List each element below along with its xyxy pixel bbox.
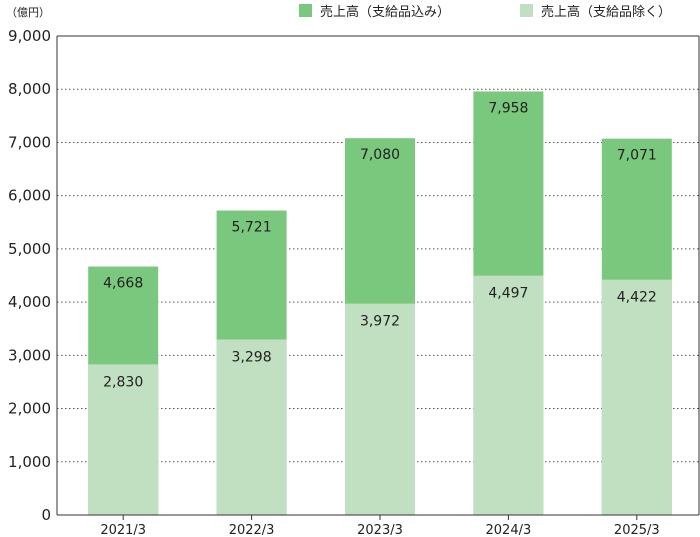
bar-excluding [473, 275, 544, 515]
bars [88, 91, 672, 516]
data-label-total: 7,071 [617, 148, 657, 164]
bar-excluding [216, 339, 287, 515]
legend: 売上高（支給品込み） 売上高（支給品除く） [299, 4, 671, 20]
x-tick-label: 2024/3 [486, 523, 532, 537]
y-tick-label: 2,000 [8, 400, 51, 418]
y-tick-label: 9,000 [8, 27, 51, 45]
data-label-excluding: 4,497 [488, 286, 528, 302]
data-label-excluding: 4,422 [617, 290, 657, 306]
unit-label: （億円） [6, 6, 50, 19]
y-tick-label: 3,000 [8, 346, 51, 364]
data-label-excluding: 2,830 [103, 374, 143, 390]
y-axis: 0 1,000 2,000 3,000 4,000 5,000 6,000 7,000 8,00… [8, 27, 58, 524]
data-labels: 4,668 2,830 5,721 3,298 7,080 3,972 7,958 4,497… [103, 100, 657, 390]
y-tick-label: 0 [41, 506, 51, 524]
legend-label-0: 売上高（支給品込み） [320, 4, 450, 20]
y-tick-label: 8,000 [8, 80, 51, 98]
y-tick-label: 1,000 [8, 453, 51, 471]
y-tick-label: 4,000 [8, 293, 51, 311]
data-label-total: 4,668 [103, 276, 143, 292]
data-label-total: 5,721 [232, 220, 272, 236]
y-tick-label: 6,000 [8, 187, 51, 205]
data-label-total: 7,958 [488, 100, 528, 116]
x-axis: 2021/3 2022/3 2023/3 2024/3 2025/3 [57, 514, 699, 537]
legend-swatch-0 [299, 4, 312, 17]
bar-excluding [345, 303, 415, 515]
y-tick-label: 7,000 [8, 133, 51, 151]
x-tick-label: 2023/3 [357, 523, 403, 537]
x-tick-label: 2025/3 [614, 523, 660, 537]
bar-excluding [601, 279, 672, 515]
bar-excluding [88, 364, 159, 515]
y-tick-label: 5,000 [8, 240, 51, 258]
legend-swatch-1 [520, 4, 533, 17]
data-label-excluding: 3,972 [360, 314, 400, 330]
x-tick-label: 2022/3 [229, 523, 275, 537]
x-tick-label: 2021/3 [100, 523, 146, 537]
data-label-excluding: 3,298 [232, 349, 272, 365]
legend-label-1: 売上高（支給品除く） [541, 4, 671, 20]
data-label-total: 7,080 [360, 147, 400, 163]
